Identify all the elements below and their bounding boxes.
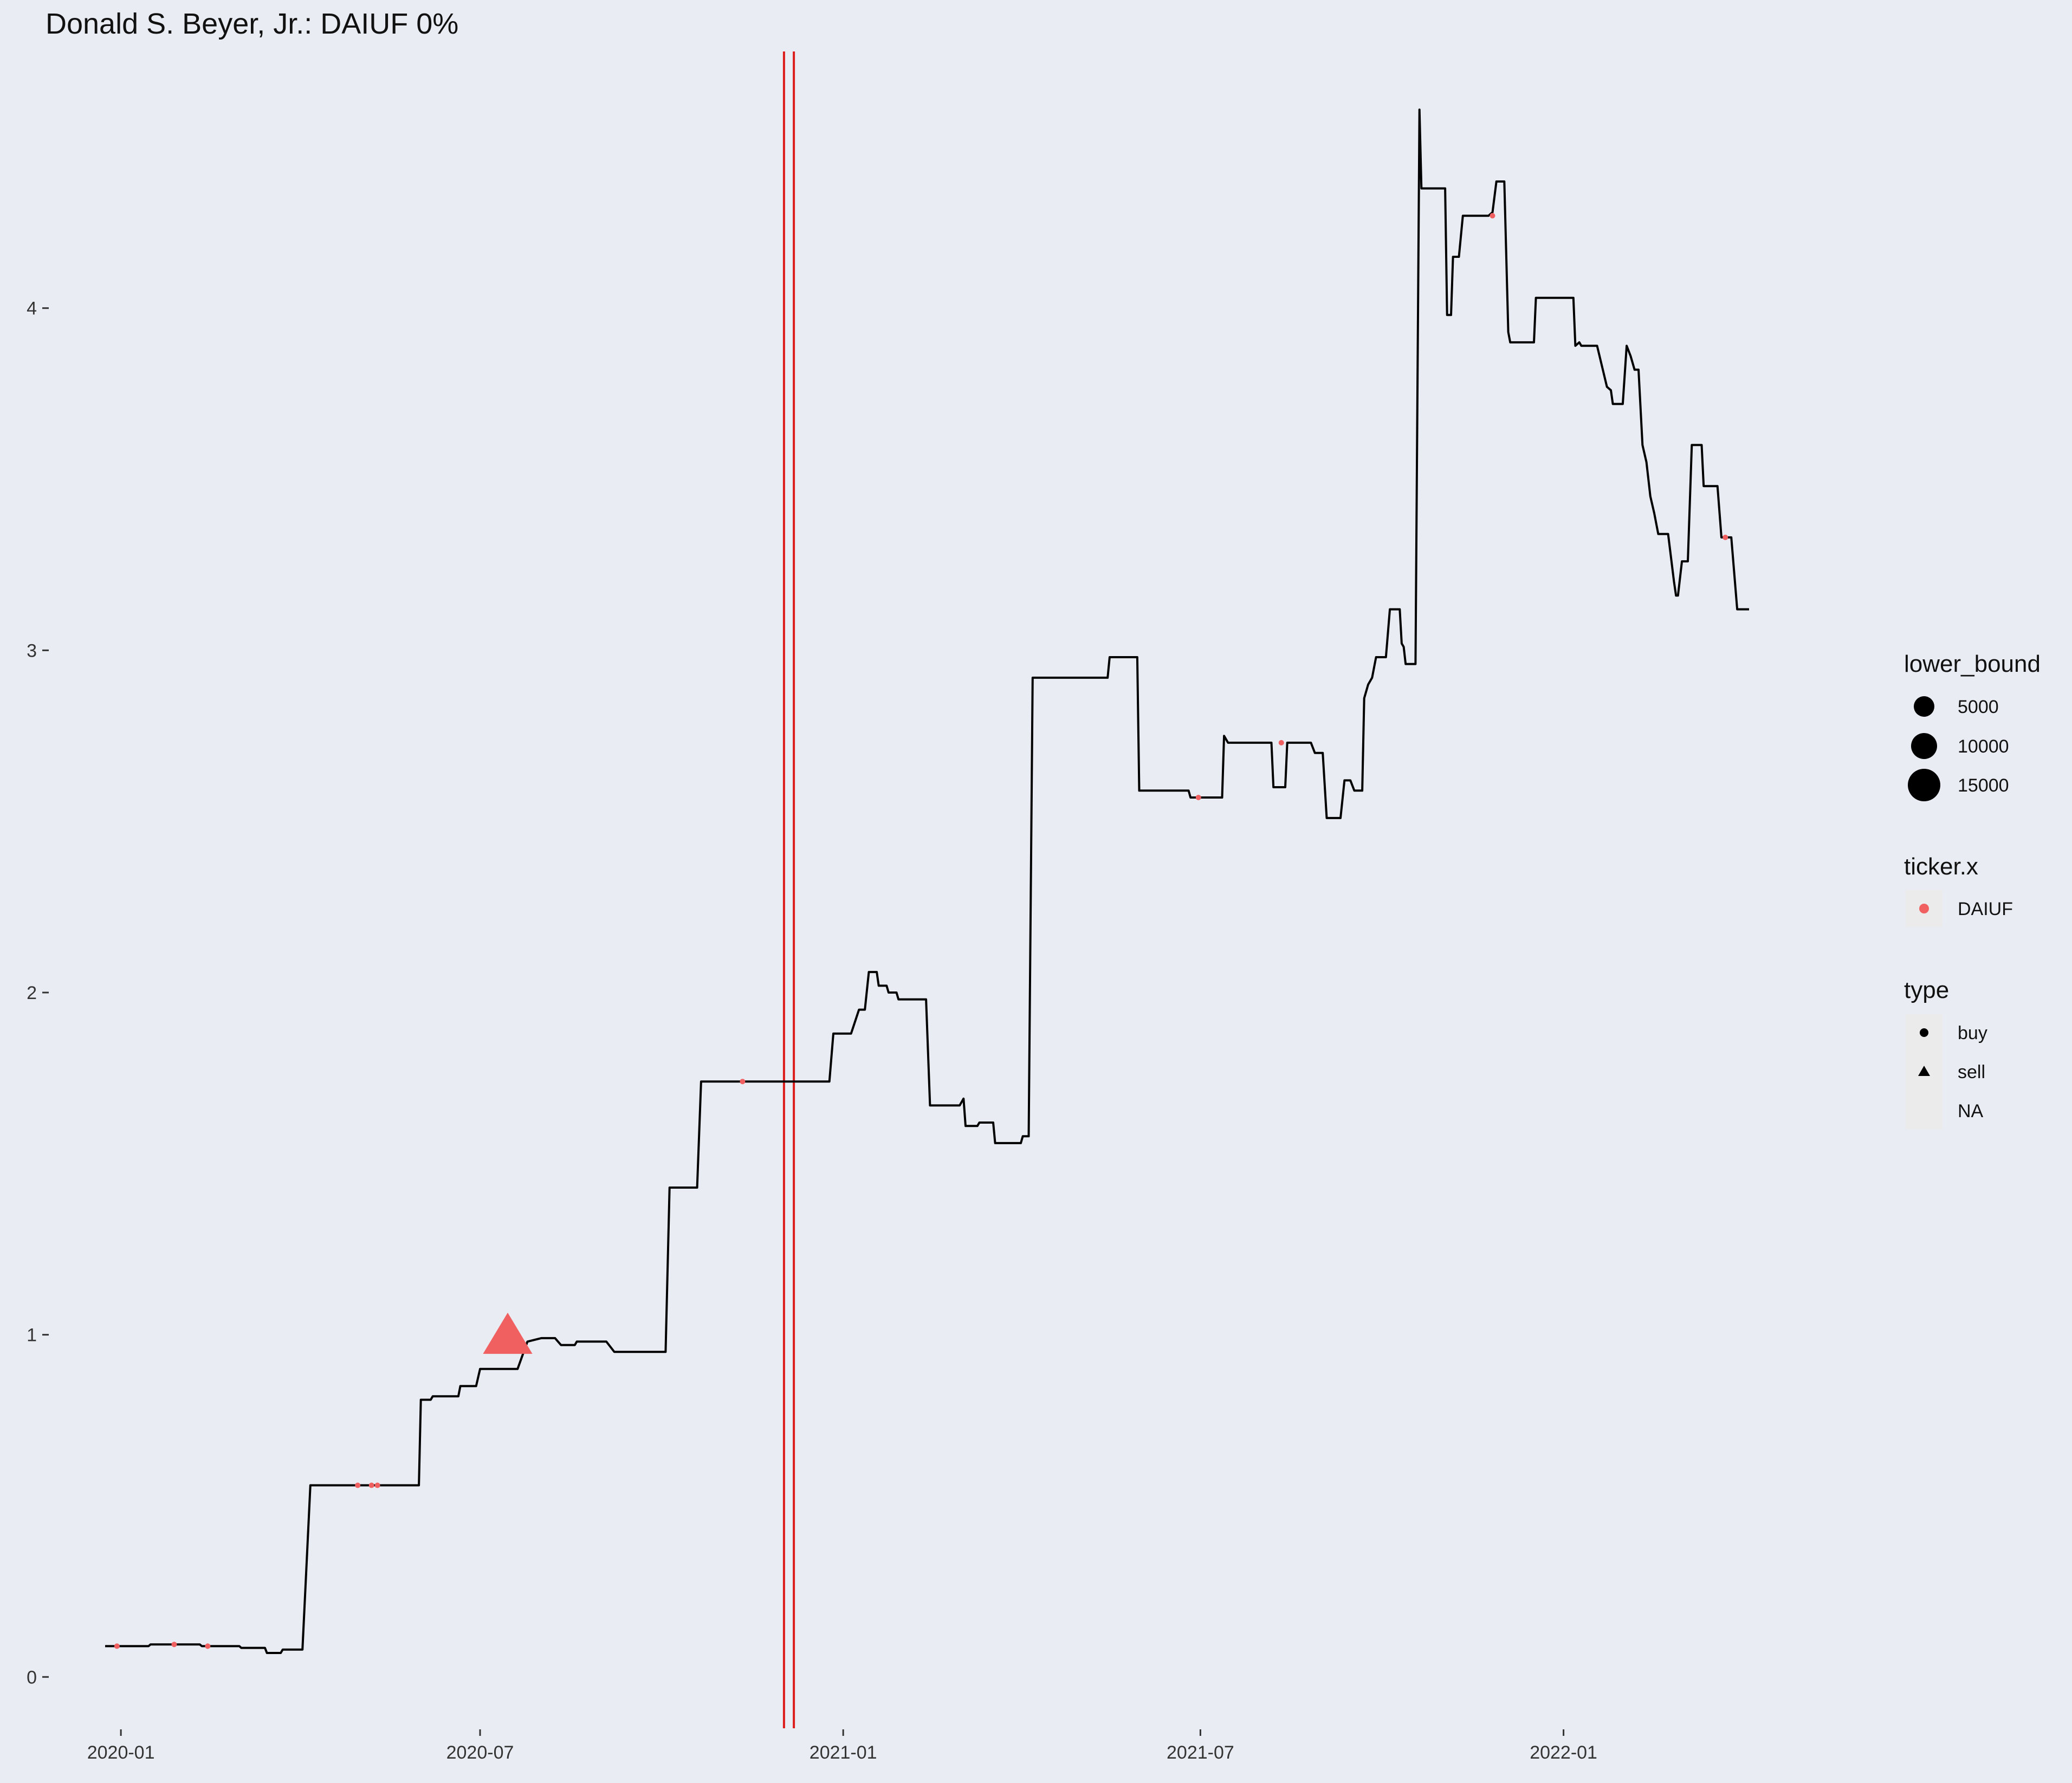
trade-markers xyxy=(114,213,1728,1649)
legend-size-key xyxy=(1908,769,1940,801)
legend-label: buy xyxy=(1958,1023,1987,1043)
legend-title: type xyxy=(1904,977,1949,1003)
buy-marker xyxy=(171,1642,177,1648)
x-tick-label: 2022-01 xyxy=(1530,1742,1597,1763)
legend-label: DAIUF xyxy=(1958,899,2013,919)
sell-marker xyxy=(483,1312,533,1354)
y-tick-label: 4 xyxy=(27,299,37,319)
legend-size-key xyxy=(1914,696,1934,717)
legend-title: ticker.x xyxy=(1904,853,1978,880)
legend-label: NA xyxy=(1958,1101,1984,1121)
legend-shape-circle xyxy=(1920,1028,1928,1037)
y-tick-label: 1 xyxy=(27,1325,37,1346)
buy-marker xyxy=(1490,213,1495,219)
legend-size-key xyxy=(1911,733,1937,759)
legend-label: 15000 xyxy=(1958,775,2009,796)
legend-label: 5000 xyxy=(1958,697,1999,717)
y-tick-label: 0 xyxy=(27,1667,37,1688)
x-tick-label: 2021-07 xyxy=(1167,1742,1234,1763)
legend-color-key xyxy=(1919,904,1929,913)
buy-marker xyxy=(355,1482,361,1488)
y-tick-label: 3 xyxy=(27,640,37,661)
buy-marker xyxy=(1278,740,1284,745)
buy-marker xyxy=(740,1079,746,1085)
series-line xyxy=(105,108,1749,1654)
buy-marker xyxy=(1195,794,1201,800)
y-tick-label: 2 xyxy=(27,983,37,1003)
buy-marker xyxy=(114,1643,120,1649)
legend: lower_bound 5000 10000 15000 ticker.x DAIUF ty… xyxy=(1904,651,2041,1129)
legend-label: sell xyxy=(1958,1062,1985,1082)
x-tick-label: 2020-07 xyxy=(446,1742,514,1763)
price-series xyxy=(105,108,1749,1654)
vertical-reference-lines xyxy=(782,51,795,1728)
buy-marker xyxy=(1723,534,1728,540)
legend-label: 10000 xyxy=(1958,736,2009,757)
y-axis: 0 1 2 3 4 xyxy=(27,299,49,1688)
buy-marker xyxy=(205,1643,211,1649)
x-tick-label: 2021-01 xyxy=(810,1742,877,1763)
x-tick-label: 2020-01 xyxy=(87,1742,155,1763)
chart-title: Donald S. Beyer, Jr.: DAIUF 0% xyxy=(46,8,458,40)
x-axis: 2020-01 2020-07 2021-01 2021-07 2022-01 xyxy=(87,1729,1597,1763)
legend-title: lower_bound xyxy=(1904,651,2041,677)
legend-shape-triangle xyxy=(1918,1066,1930,1076)
buy-marker xyxy=(374,1482,380,1488)
buy-marker xyxy=(368,1482,374,1488)
